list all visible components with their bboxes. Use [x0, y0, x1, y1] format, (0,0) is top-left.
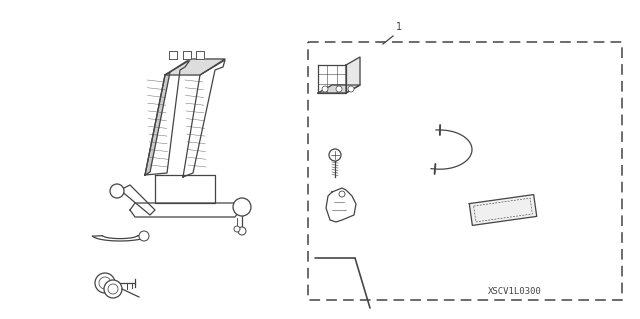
Polygon shape: [183, 51, 191, 59]
Polygon shape: [469, 195, 537, 226]
Circle shape: [104, 280, 122, 298]
Text: XSCV1L0300: XSCV1L0300: [488, 287, 541, 296]
Circle shape: [95, 273, 115, 293]
Text: 1: 1: [396, 22, 402, 32]
Circle shape: [108, 284, 118, 294]
Polygon shape: [318, 65, 346, 93]
Polygon shape: [318, 85, 360, 93]
Circle shape: [322, 86, 328, 92]
Polygon shape: [145, 60, 190, 175]
Circle shape: [329, 149, 341, 161]
Polygon shape: [326, 188, 356, 222]
Circle shape: [339, 191, 345, 197]
Polygon shape: [120, 185, 155, 215]
Circle shape: [234, 226, 240, 232]
Polygon shape: [165, 59, 225, 75]
Circle shape: [348, 86, 354, 92]
Circle shape: [336, 86, 342, 92]
Polygon shape: [93, 236, 147, 241]
Polygon shape: [145, 72, 170, 175]
Circle shape: [139, 231, 149, 241]
Circle shape: [110, 184, 124, 198]
Polygon shape: [130, 203, 240, 217]
Polygon shape: [196, 51, 204, 59]
Polygon shape: [346, 57, 360, 93]
Polygon shape: [169, 51, 177, 59]
Polygon shape: [183, 60, 225, 177]
Circle shape: [238, 227, 246, 235]
Circle shape: [233, 198, 251, 216]
Circle shape: [99, 277, 111, 289]
Bar: [308, 42, 622, 300]
Polygon shape: [155, 175, 215, 203]
